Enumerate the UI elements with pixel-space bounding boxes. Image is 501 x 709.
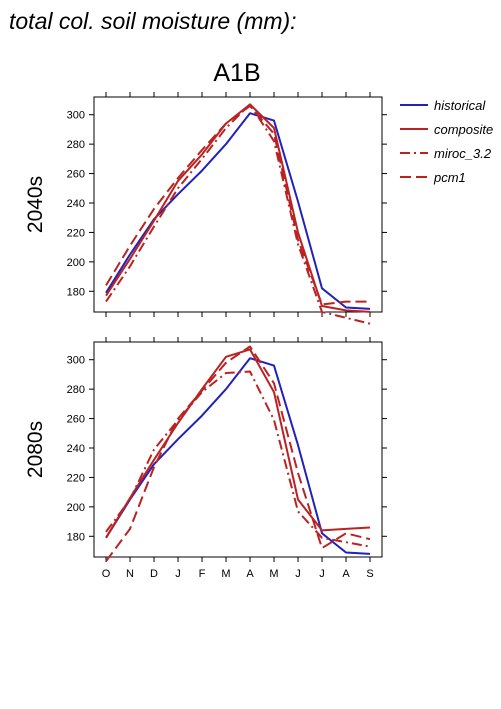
y-tick-label: 200 — [67, 502, 85, 514]
plot-frame — [93, 341, 383, 558]
x-tick-label: J — [295, 568, 301, 580]
y-tick-label: 180 — [67, 286, 85, 298]
x-tick-label: M — [269, 568, 278, 580]
y-tick-label: 300 — [67, 110, 85, 122]
x-tick-label: D — [150, 568, 158, 580]
x-tick-label: A — [342, 568, 350, 580]
series-line-pcm1 — [105, 104, 370, 306]
x-tick-label: M — [221, 568, 230, 580]
series-line-composite — [105, 348, 371, 539]
legend: historical composite miroc_3.2 pcm1 — [400, 98, 493, 185]
x-tick-label: O — [102, 568, 111, 580]
x-tick-label: N — [126, 568, 134, 580]
y-tick-label: 240 — [67, 443, 85, 455]
series-line-pcm1 — [105, 345, 371, 562]
y-tick-label: 200 — [67, 257, 85, 269]
series-line-miroc_3.2 — [105, 103, 371, 325]
y-tick-label: 220 — [67, 472, 85, 484]
series-line-composite — [105, 103, 371, 313]
scenario-title: A1B — [213, 59, 260, 87]
figure-title: total col. soil moisture (mm): — [9, 8, 297, 34]
x-tick-label: F — [199, 568, 206, 580]
y-tick-label: 300 — [67, 355, 85, 367]
y-tick-label: 240 — [67, 198, 85, 210]
row-label: 2040s — [24, 176, 47, 233]
y-tick-label: 280 — [67, 139, 85, 151]
panel-2080s: 180 200 220 240 260 280 300 O N D J F M A M J J A S 2080s — [24, 337, 387, 580]
legend-label-composite: composite — [434, 122, 493, 137]
panel-2040s: 180 200 220 240 260 280 300 2040s — [24, 92, 387, 325]
x-tick-label: J — [175, 568, 181, 580]
y-tick-label: 260 — [67, 169, 85, 181]
y-tick-label: 260 — [67, 414, 85, 426]
row-label: 2080s — [24, 421, 47, 478]
series-line-historical — [105, 112, 371, 310]
x-tick-label: J — [319, 568, 325, 580]
series-line-historical — [105, 357, 371, 555]
y-tick-label: 280 — [67, 384, 85, 396]
series-line-miroc_3.2 — [105, 370, 371, 548]
legend-label-miroc_3.2: miroc_3.2 — [434, 146, 492, 161]
legend-label-pcm1: pcm1 — [433, 170, 466, 185]
x-tick-label: A — [246, 568, 254, 580]
y-tick-label: 220 — [67, 227, 85, 239]
legend-label-historical: historical — [434, 98, 486, 113]
y-tick-label: 180 — [67, 531, 85, 543]
plot-frame — [93, 96, 383, 313]
x-tick-label: S — [366, 568, 373, 580]
